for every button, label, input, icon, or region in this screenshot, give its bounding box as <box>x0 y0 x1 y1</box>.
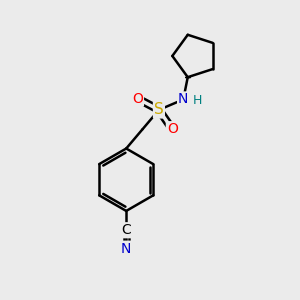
Text: S: S <box>154 102 164 117</box>
Text: O: O <box>167 122 178 136</box>
Text: O: O <box>132 92 143 106</box>
Text: H: H <box>193 94 202 107</box>
Text: C: C <box>121 223 131 237</box>
Text: N: N <box>121 242 131 256</box>
Text: N: N <box>178 92 188 106</box>
